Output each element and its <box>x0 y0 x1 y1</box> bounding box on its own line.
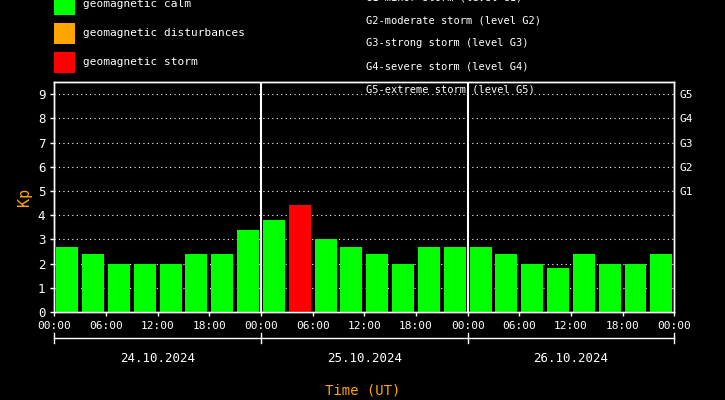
Text: geomagnetic storm: geomagnetic storm <box>83 57 198 67</box>
Text: Time (UT): Time (UT) <box>325 384 400 398</box>
Text: 25.10.2024: 25.10.2024 <box>327 352 402 365</box>
Text: G5-extreme storm (level G5): G5-extreme storm (level G5) <box>366 85 535 95</box>
Bar <box>444 247 465 312</box>
Bar <box>521 264 543 312</box>
Bar <box>57 247 78 312</box>
Bar <box>470 247 492 312</box>
Bar <box>211 254 233 312</box>
Bar <box>186 254 207 312</box>
Bar <box>289 206 311 312</box>
Bar <box>315 239 336 312</box>
Bar <box>650 254 672 312</box>
Bar <box>160 264 181 312</box>
Bar <box>624 264 647 312</box>
Text: geomagnetic calm: geomagnetic calm <box>83 0 191 9</box>
Bar <box>82 254 104 312</box>
Text: 26.10.2024: 26.10.2024 <box>534 352 608 365</box>
Bar <box>495 254 518 312</box>
Bar <box>263 220 285 312</box>
Text: geomagnetic disturbances: geomagnetic disturbances <box>83 28 245 38</box>
Bar <box>237 230 259 312</box>
Text: G3-strong storm (level G3): G3-strong storm (level G3) <box>366 38 529 48</box>
Text: G1-minor storm (level G1): G1-minor storm (level G1) <box>366 0 523 2</box>
Bar <box>366 254 388 312</box>
Bar <box>573 254 594 312</box>
Text: G2-moderate storm (level G2): G2-moderate storm (level G2) <box>366 15 541 25</box>
Bar <box>599 264 621 312</box>
Bar <box>418 247 440 312</box>
Text: G4-severe storm (level G4): G4-severe storm (level G4) <box>366 62 529 72</box>
Bar <box>108 264 130 312</box>
Bar <box>134 264 156 312</box>
Bar <box>341 247 362 312</box>
Y-axis label: Kp: Kp <box>17 188 33 206</box>
Bar <box>547 268 569 312</box>
Bar <box>392 264 414 312</box>
Text: 24.10.2024: 24.10.2024 <box>120 352 195 365</box>
